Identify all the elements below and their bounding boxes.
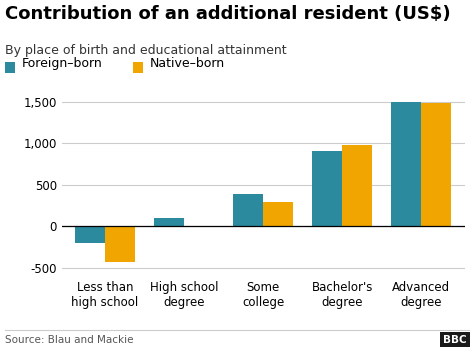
Bar bbox=[391, 102, 421, 226]
Bar bbox=[312, 152, 342, 226]
Bar bbox=[105, 226, 135, 262]
Text: Source: Blau and Mackie: Source: Blau and Mackie bbox=[5, 335, 133, 344]
Bar bbox=[263, 202, 293, 226]
Text: Native–born: Native–born bbox=[149, 57, 224, 70]
Bar bbox=[233, 194, 263, 226]
Text: By place of birth and educational attainment: By place of birth and educational attain… bbox=[5, 44, 286, 57]
Bar bbox=[342, 145, 372, 226]
Text: Contribution of an additional resident (US$): Contribution of an additional resident (… bbox=[5, 5, 450, 23]
Bar bbox=[154, 218, 184, 226]
Bar bbox=[75, 226, 105, 243]
Bar bbox=[421, 103, 451, 226]
Text: Foreign–born: Foreign–born bbox=[21, 57, 102, 70]
Text: BBC: BBC bbox=[443, 335, 467, 344]
